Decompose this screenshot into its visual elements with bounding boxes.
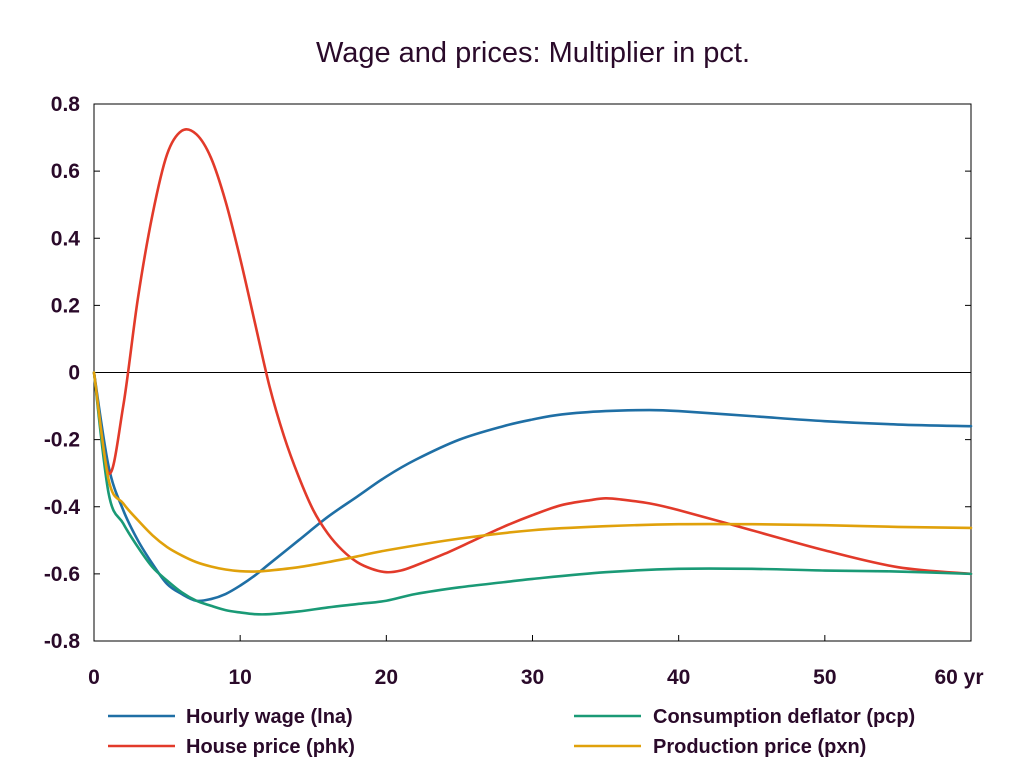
series-line xyxy=(92,371,973,573)
y-tick-label: 0.2 xyxy=(51,294,80,317)
legend-label: Production price (pxn) xyxy=(653,736,866,758)
y-tick-label: 0 xyxy=(68,362,80,385)
x-tick-label: 50 xyxy=(813,666,836,689)
chart-title: Wage and prices: Multiplier in pct. xyxy=(316,37,750,69)
y-tick-label: -0.4 xyxy=(44,496,81,519)
legend-label: House price (phk) xyxy=(186,736,355,758)
y-tick-label: 0.4 xyxy=(51,227,81,250)
series-line xyxy=(92,371,973,603)
legend-label: Consumption deflator (pcp) xyxy=(653,706,915,728)
y-tick-label: 0.6 xyxy=(51,160,80,183)
x-tick-label: 40 xyxy=(667,666,690,689)
y-tick-label: -0.8 xyxy=(44,630,81,653)
y-tick-label: 0.8 xyxy=(51,93,81,116)
y-tick-label: -0.2 xyxy=(44,429,80,452)
x-tick-label: 0 xyxy=(88,666,100,689)
legend-label: Hourly wage (lna) xyxy=(186,706,353,728)
series-line xyxy=(92,127,973,576)
series-lines xyxy=(92,127,973,616)
x-tick-label: 30 xyxy=(521,666,544,689)
x-tick-label: 10 xyxy=(228,666,251,689)
y-axis: 0.8 0.6 0.4 0.2 0 -0.2 -0.4 -0.6 -0.8 xyxy=(44,93,971,653)
y-tick-label: -0.6 xyxy=(44,563,80,586)
x-tick-label: 20 xyxy=(375,666,398,689)
x-axis: 0 10 20 30 40 50 60 yr xyxy=(88,635,984,689)
series-line xyxy=(92,371,973,616)
legend: Hourly wage (lna) House price (phk) Consum… xyxy=(108,706,915,758)
x-tick-label: 60 yr xyxy=(934,666,983,689)
